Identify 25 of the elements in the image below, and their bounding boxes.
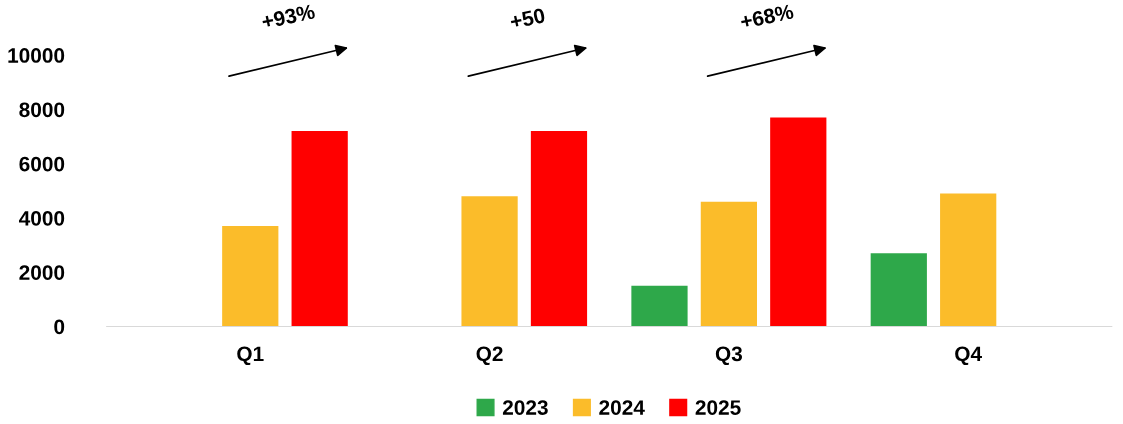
bar	[631, 285, 688, 327]
x-tick-label: Q1	[237, 346, 264, 366]
bar	[530, 131, 588, 327]
text: +50	[509, 7, 546, 30]
bar	[700, 201, 757, 327]
x-tick-label: Q3	[715, 346, 743, 366]
bar	[291, 131, 348, 327]
y-tick-label: 4000	[18, 210, 65, 226]
y-tick-label: 8000	[19, 102, 65, 118]
y-tick-label: 10000	[8, 48, 65, 63]
bar	[222, 226, 279, 327]
y-tick-label: 0	[54, 319, 65, 335]
x-tick-label: Q2	[476, 346, 503, 366]
x-tick-label: Q4	[955, 346, 982, 366]
legend-label: 2025	[695, 400, 741, 415]
bar	[940, 193, 997, 327]
bar	[461, 196, 518, 327]
legend-label: 2024	[599, 400, 645, 415]
text: +68%	[739, 3, 795, 30]
bar	[870, 253, 927, 327]
y-tick-label: 2000	[19, 265, 65, 280]
bar	[770, 117, 827, 327]
text: +93%	[261, 3, 316, 30]
legend-label: 2023	[502, 400, 548, 415]
y-tick-label: 6000	[19, 156, 65, 172]
